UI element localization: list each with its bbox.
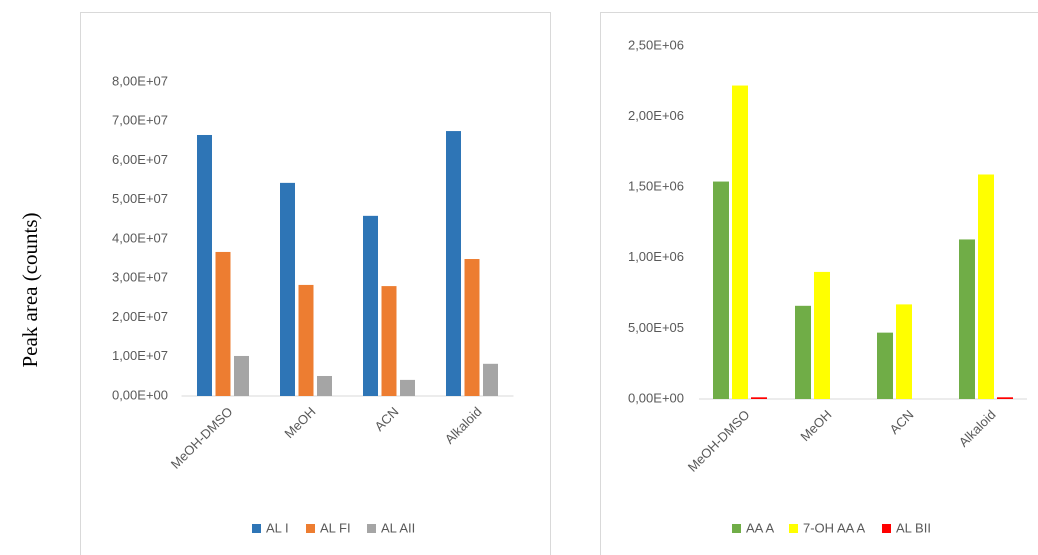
y-tick-label: 0,00E+00	[628, 390, 684, 405]
legend-label: 7-OH AA A	[803, 520, 865, 535]
panel-frame	[80, 12, 551, 555]
y-tick-label: 1,00E+07	[112, 348, 168, 363]
y-tick-label: 3,00E+07	[112, 270, 168, 285]
bar	[978, 174, 994, 399]
x-tick-label: ACN	[372, 404, 402, 434]
bar	[381, 286, 397, 396]
x-tick-label: MeOH	[797, 407, 834, 444]
bar	[896, 304, 912, 399]
legend-label: AL AII	[381, 520, 415, 535]
panel-frame	[600, 12, 1038, 555]
y-tick-label: 1,00E+06	[628, 249, 684, 264]
y-tick-label: 2,50E+06	[628, 37, 684, 52]
legend-label: AA A	[746, 520, 775, 535]
bar	[814, 271, 830, 399]
bar	[400, 379, 415, 396]
legend-label: AL I	[266, 520, 289, 535]
legend-swatch	[732, 524, 741, 533]
bar	[298, 284, 314, 396]
x-tick-label: MeOH-DMSO	[168, 404, 236, 472]
y-tick-label: 7,00E+07	[112, 113, 168, 128]
x-tick-label: Alkaloid	[442, 404, 485, 447]
bar	[732, 85, 748, 399]
y-tick-label: 2,00E+06	[628, 108, 684, 123]
bar	[997, 397, 1013, 399]
y-tick-label: 2,00E+07	[112, 309, 168, 324]
bar	[363, 215, 378, 396]
bar	[751, 397, 767, 399]
bar	[483, 363, 498, 396]
bar	[959, 239, 975, 399]
x-tick-label: MeOH-DMSO	[685, 407, 753, 475]
y-tick-label: 8,00E+07	[112, 73, 168, 88]
bar	[215, 251, 231, 396]
legend-swatch	[789, 524, 798, 533]
legend-label: AL BII	[896, 520, 931, 535]
legend-swatch	[306, 524, 315, 533]
legend-swatch	[882, 524, 891, 533]
legend-label: AL FI	[320, 520, 351, 535]
legend-swatch	[367, 524, 376, 533]
bar	[464, 259, 480, 396]
y-tick-label: 1,50E+06	[628, 179, 684, 194]
y-tick-label: 6,00E+07	[112, 152, 168, 167]
bar	[446, 131, 461, 396]
y-tick-label: 5,00E+05	[628, 320, 684, 335]
y-axis-label: Peak area (counts)	[18, 212, 42, 367]
y-tick-label: 4,00E+07	[112, 230, 168, 245]
bar	[197, 134, 212, 397]
bar	[877, 332, 893, 399]
legend-swatch	[252, 524, 261, 533]
bar	[713, 181, 729, 399]
y-tick-label: 0,00E+00	[112, 387, 168, 402]
x-tick-label: ACN	[887, 407, 917, 437]
y-tick-label: 5,00E+07	[112, 191, 168, 206]
x-tick-label: Alkaloid	[956, 407, 999, 450]
bar	[234, 355, 249, 396]
bar	[317, 375, 332, 396]
bar	[795, 305, 811, 399]
x-tick-label: MeOH	[281, 404, 318, 441]
bar	[280, 182, 295, 396]
